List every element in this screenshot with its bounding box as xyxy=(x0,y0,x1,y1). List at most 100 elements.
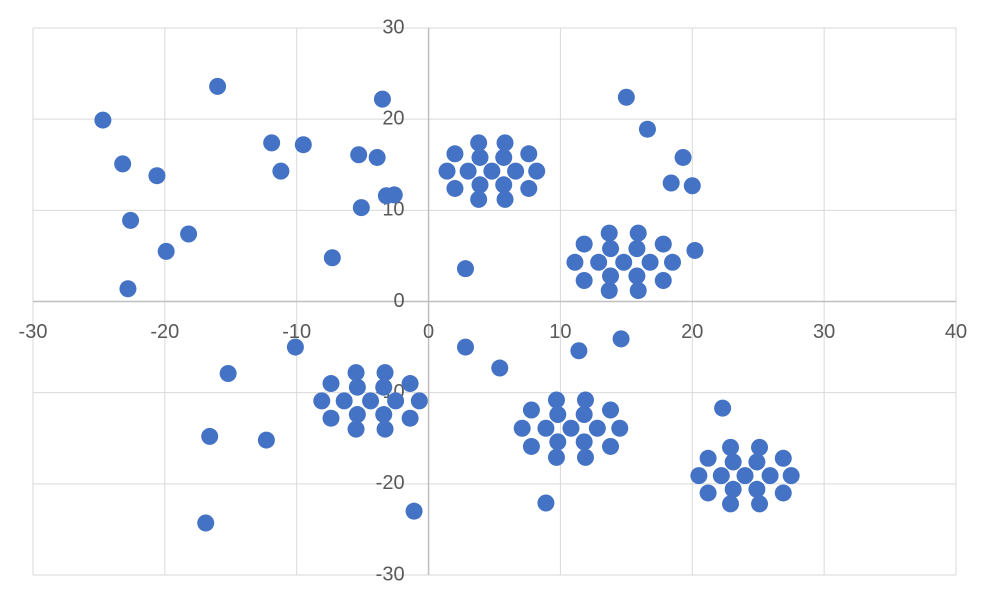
point xyxy=(180,225,198,243)
y-tick-label: -20 xyxy=(376,472,405,494)
point xyxy=(347,420,365,438)
point xyxy=(495,176,513,194)
point xyxy=(774,449,792,467)
point xyxy=(456,260,474,278)
point xyxy=(547,391,565,409)
point xyxy=(615,253,633,271)
point xyxy=(588,419,606,437)
point xyxy=(522,437,540,455)
point xyxy=(405,502,423,520)
point xyxy=(350,146,368,164)
y-tick-label: -30 xyxy=(376,563,405,585)
point xyxy=(219,365,237,383)
point xyxy=(600,224,618,242)
point xyxy=(575,272,593,290)
point xyxy=(257,431,275,449)
point xyxy=(272,162,290,180)
point xyxy=(761,467,779,485)
point xyxy=(576,391,594,409)
point xyxy=(714,399,732,417)
point xyxy=(335,392,353,410)
point xyxy=(122,211,140,229)
point xyxy=(629,282,647,300)
x-tick-label: 30 xyxy=(813,321,835,343)
point xyxy=(612,330,630,348)
point xyxy=(438,162,456,180)
point xyxy=(537,494,555,512)
point xyxy=(575,433,593,451)
point xyxy=(119,280,137,298)
point xyxy=(724,453,742,471)
x-tick-label: -10 xyxy=(282,321,311,343)
point xyxy=(547,448,565,466)
point xyxy=(286,338,304,356)
y-tick-label: 10 xyxy=(382,199,404,221)
point xyxy=(410,392,428,410)
point xyxy=(576,448,594,466)
point xyxy=(94,111,112,129)
point xyxy=(471,176,489,194)
point xyxy=(401,409,419,427)
point xyxy=(368,148,386,166)
point xyxy=(628,240,646,258)
point xyxy=(362,392,380,410)
point xyxy=(376,420,394,438)
point xyxy=(751,495,769,513)
point xyxy=(387,392,405,410)
point xyxy=(375,378,393,396)
point xyxy=(470,190,488,208)
point xyxy=(683,177,701,195)
point xyxy=(157,242,175,260)
point xyxy=(611,419,629,437)
point xyxy=(513,419,531,437)
point xyxy=(496,190,514,208)
point xyxy=(446,179,464,197)
point xyxy=(352,199,370,217)
point xyxy=(385,186,403,204)
point xyxy=(507,162,525,180)
point xyxy=(562,419,580,437)
point xyxy=(209,77,227,95)
point xyxy=(662,174,680,192)
point xyxy=(373,90,391,108)
point xyxy=(522,401,540,419)
point xyxy=(263,134,281,152)
point xyxy=(566,253,584,271)
point xyxy=(699,484,717,502)
point xyxy=(602,401,620,419)
point xyxy=(575,406,593,424)
point xyxy=(629,224,647,242)
point xyxy=(323,249,341,267)
x-tick-label: 40 xyxy=(945,321,967,343)
point xyxy=(602,240,620,258)
point xyxy=(600,282,618,300)
x-tick-label: 0 xyxy=(423,321,434,343)
point xyxy=(294,136,312,154)
point xyxy=(456,338,474,356)
y-tick-label: 20 xyxy=(382,107,404,129)
x-tick-label: 10 xyxy=(549,321,571,343)
point xyxy=(654,235,672,253)
point xyxy=(724,480,742,498)
point xyxy=(401,375,419,393)
point xyxy=(722,438,740,456)
point xyxy=(313,392,331,410)
point xyxy=(148,167,166,185)
point xyxy=(520,145,538,163)
point xyxy=(628,267,646,285)
point xyxy=(549,406,567,424)
point xyxy=(748,453,766,471)
point xyxy=(638,120,656,138)
x-tick-label: -20 xyxy=(150,321,179,343)
point xyxy=(470,134,488,152)
point xyxy=(549,433,567,451)
point xyxy=(375,406,393,424)
x-tick-label: 20 xyxy=(681,321,703,343)
point xyxy=(491,359,509,377)
point xyxy=(774,484,792,502)
point xyxy=(590,253,608,271)
point xyxy=(736,467,754,485)
point xyxy=(471,148,489,166)
point xyxy=(201,427,219,445)
point xyxy=(602,267,620,285)
